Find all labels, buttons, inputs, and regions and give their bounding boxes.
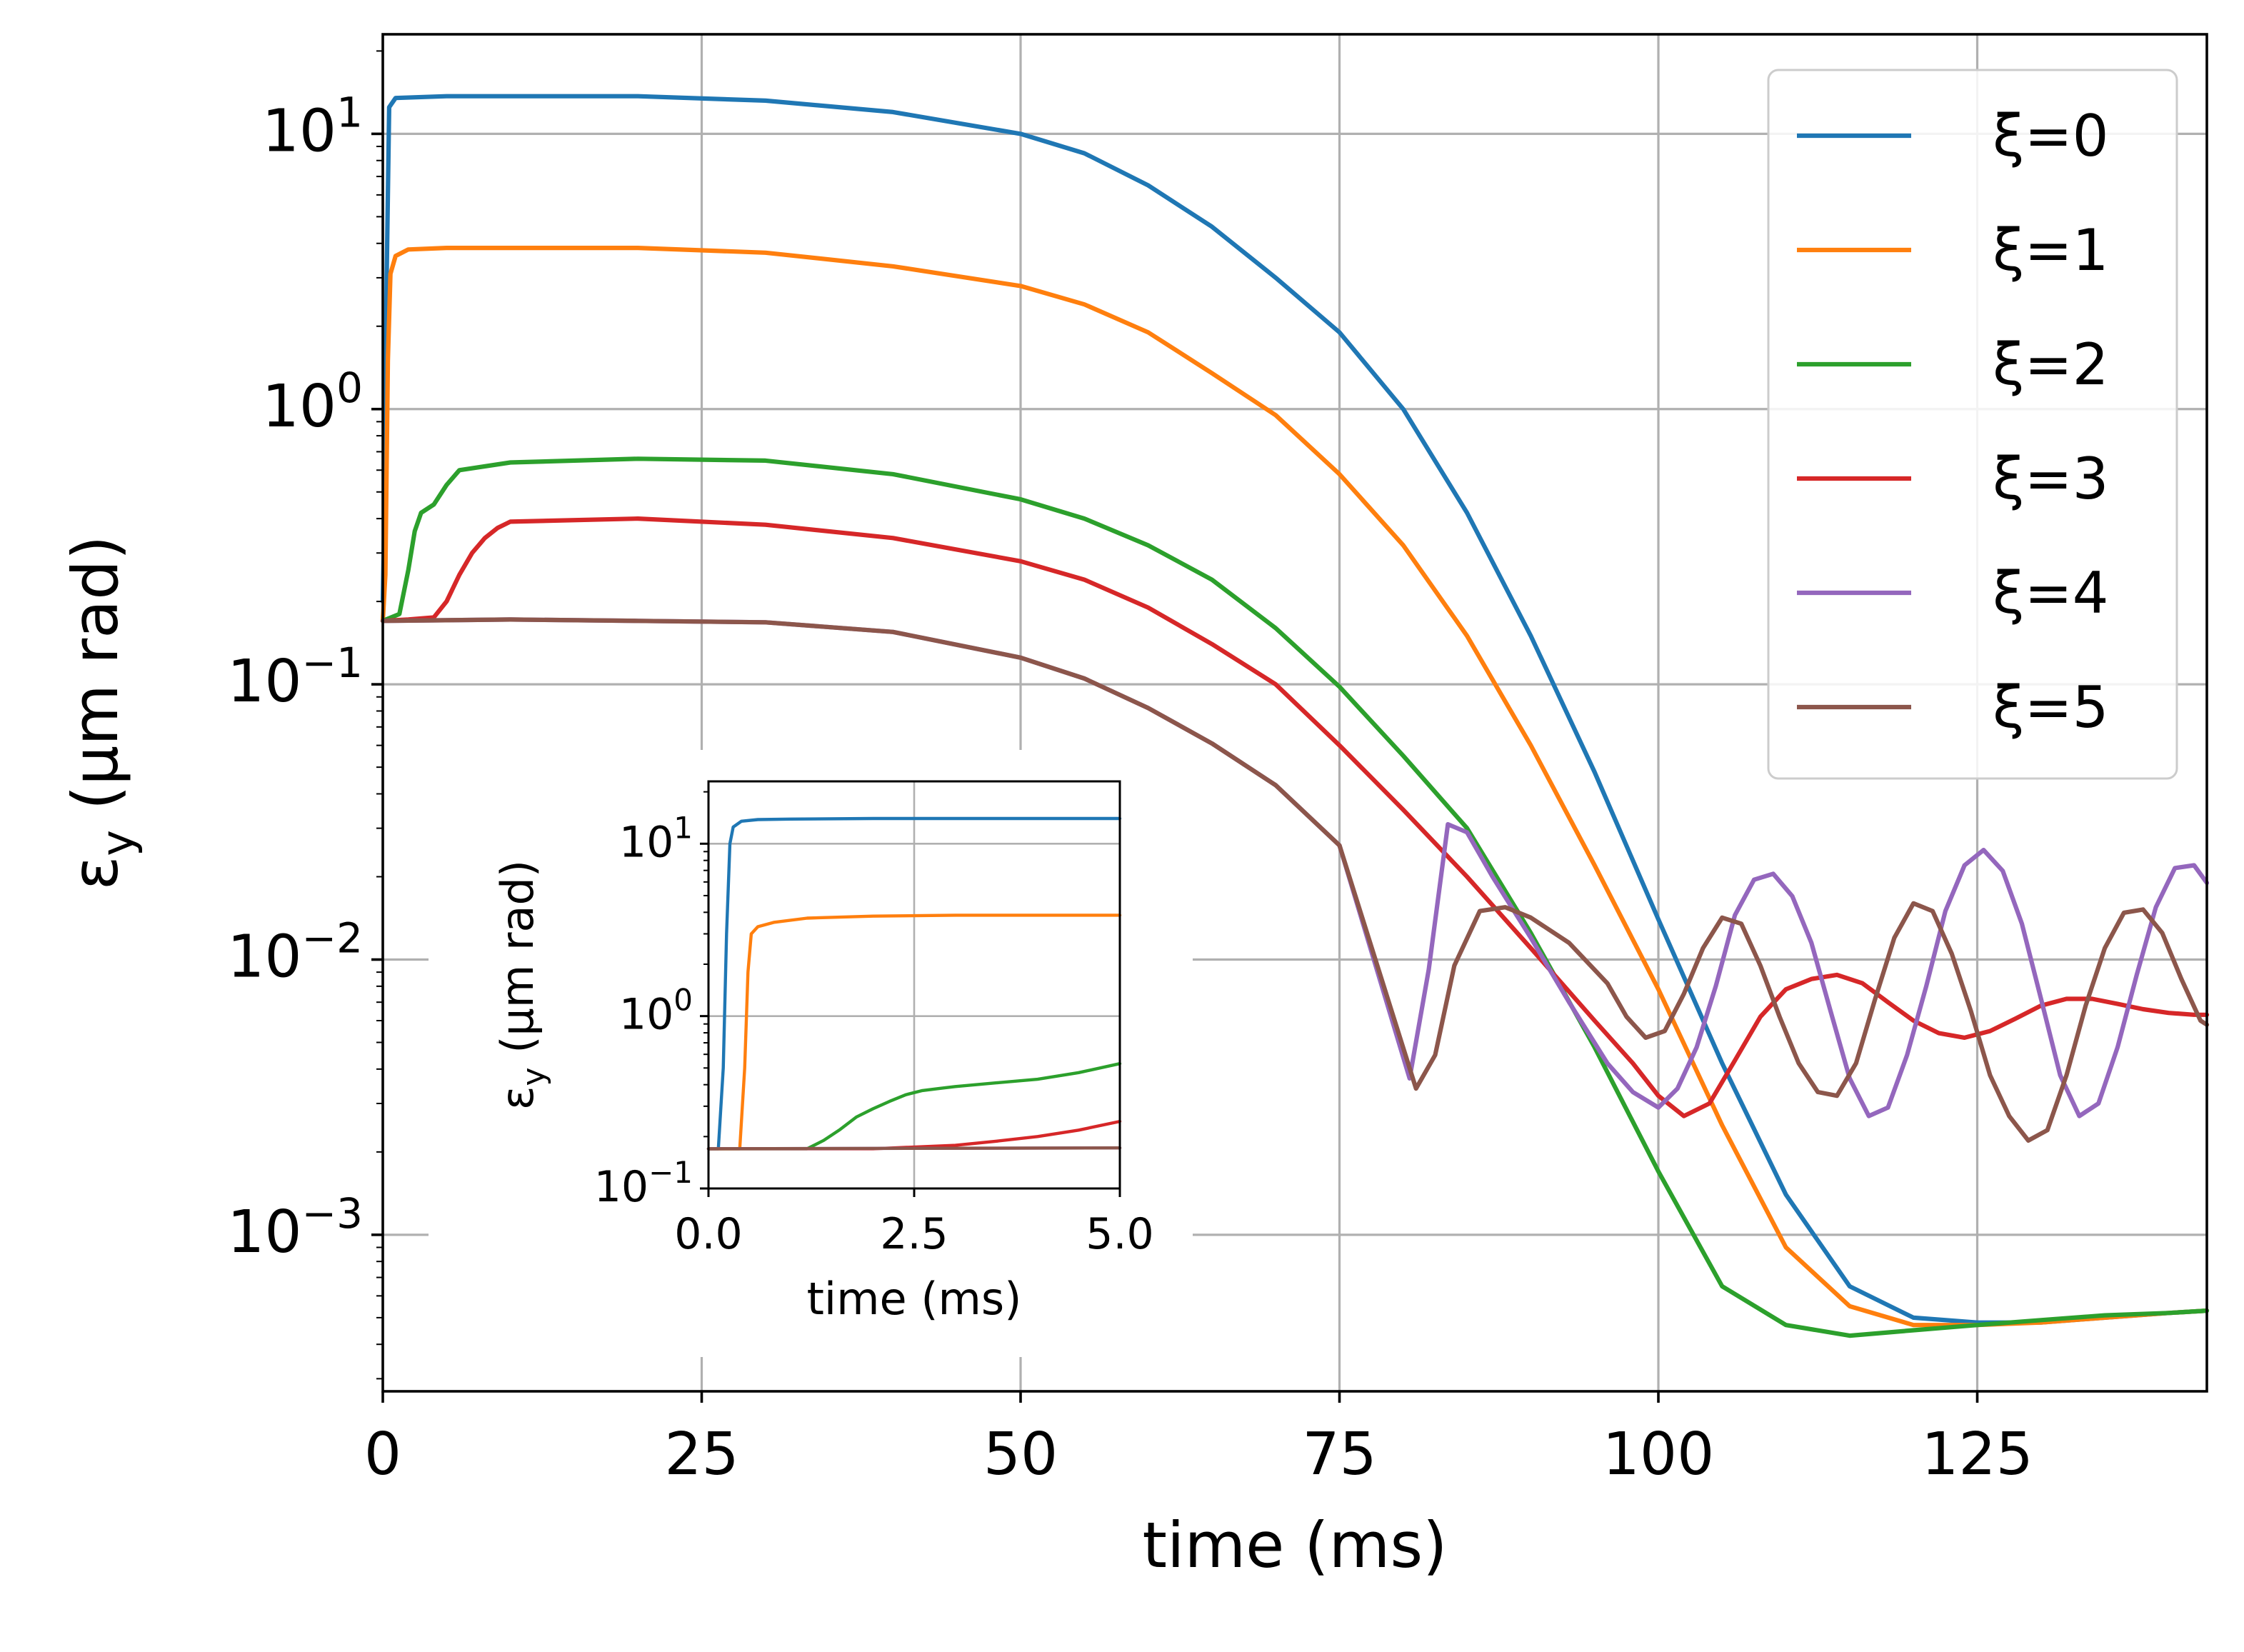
y-tick-label: 10−1 <box>227 639 363 716</box>
x-tick-label: 100 <box>1603 1421 1715 1488</box>
inset-series-line-xi-0 <box>706 816 1122 1151</box>
y-tick-base: 10 <box>227 648 301 716</box>
main-series-line-xi-2 <box>380 456 2210 1338</box>
main-x-axis-label: time (ms) <box>1142 1508 1447 1582</box>
legend-label-xi-0: ξ=0 <box>1993 103 2109 169</box>
legend-label-xi-4: ξ=4 <box>1993 560 2109 626</box>
y-tick-base: 10 <box>619 817 673 867</box>
inset-series <box>706 816 1122 1151</box>
y-label-units: (μm rad) <box>491 860 544 1067</box>
main-series-line-xi-5 <box>380 617 2210 1143</box>
main-series-line-xi-0 <box>380 94 2210 1325</box>
y-tick-label: 101 <box>619 810 693 867</box>
legend-box <box>1767 69 2178 780</box>
main-series <box>380 94 2210 1338</box>
y-tick-exponent: −2 <box>302 913 364 962</box>
inset-series-line-xi-1 <box>706 913 1122 1151</box>
x-tick-label: 125 <box>1921 1421 2033 1488</box>
y-tick-label: 101 <box>262 88 363 165</box>
inset-y-axis-label: εy (μm rad) <box>491 860 552 1110</box>
main-plot-frame <box>381 33 2208 1393</box>
inset-x-axis-label: time (ms) <box>807 1273 1022 1325</box>
y-label-symbol: ε <box>59 856 132 891</box>
main-series-line-xi-3 <box>380 516 2210 1118</box>
x-tick-label: 2.5 <box>880 1209 948 1259</box>
legend-label-xi-1: ξ=1 <box>1993 217 2109 284</box>
y-tick-base: 10 <box>227 923 301 991</box>
legend: ξ=0 ξ=1 ξ=2 ξ=3 ξ=4 ξ=5 <box>1767 69 2178 780</box>
y-tick-base: 10 <box>262 97 336 165</box>
x-tick-label: 5.0 <box>1086 1209 1153 1259</box>
legend-label-xi-5: ξ=5 <box>1993 674 2109 741</box>
y-tick-label: 100 <box>619 983 693 1040</box>
y-tick-exponent: −1 <box>302 639 364 687</box>
main-y-axis-label: εy (μm rad) <box>59 536 144 891</box>
y-label-symbol: ε <box>491 1086 544 1111</box>
legend-label-xi-2: ξ=2 <box>1993 331 2109 398</box>
y-tick-exponent: −1 <box>648 1155 693 1190</box>
x-tick-label: 50 <box>983 1421 1058 1488</box>
y-label-subscript: y <box>516 1067 552 1086</box>
y-tick-exponent: 1 <box>336 88 363 136</box>
y-tick-base: 10 <box>594 1162 648 1212</box>
x-tick-label: 0.0 <box>674 1209 742 1259</box>
y-tick-label: 10−2 <box>227 913 363 991</box>
inset-series-line-xi-2 <box>706 1062 1122 1151</box>
main-series-line-xi-1 <box>380 246 2210 1328</box>
legend-label-xi-3: ξ=3 <box>1993 446 2109 512</box>
y-label-units: (μm rad) <box>59 536 132 830</box>
y-tick-label: 10−3 <box>227 1189 363 1266</box>
y-tick-label: 10−1 <box>594 1155 693 1212</box>
x-tick-label: 0 <box>364 1421 401 1488</box>
y-tick-base: 10 <box>262 373 336 441</box>
y-tick-base: 10 <box>227 1198 301 1266</box>
x-tick-label: 25 <box>664 1421 738 1488</box>
y-tick-base: 10 <box>619 990 673 1040</box>
x-tick-label: 75 <box>1302 1421 1376 1488</box>
y-tick-exponent: 1 <box>673 810 693 845</box>
y-label-subscript: y <box>91 830 144 856</box>
y-tick-exponent: −3 <box>302 1189 364 1238</box>
y-tick-exponent: 0 <box>673 983 693 1018</box>
y-tick-label: 100 <box>262 364 363 441</box>
inset-background <box>429 750 1193 1357</box>
y-tick-exponent: 0 <box>336 364 363 412</box>
